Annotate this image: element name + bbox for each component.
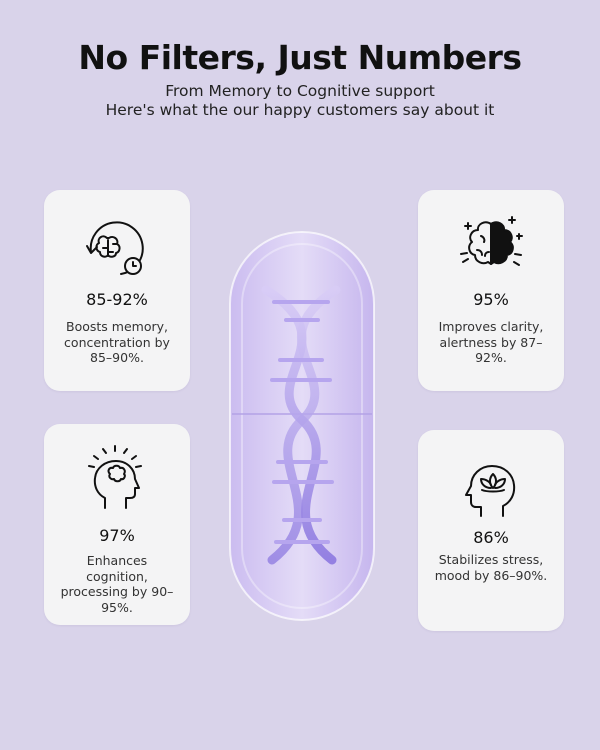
stat-description: Stabilizes stress, mood by 86–90%. [434, 552, 548, 583]
stat-card-cognition: 97% Enhances cognition, processing by 90… [44, 424, 190, 625]
half-brain-sparkle-icon [451, 210, 531, 290]
page-subtitle: From Memory to Cognitive support [165, 82, 435, 100]
stat-percent: 85-92% [86, 290, 148, 309]
page-tagline: Here's what the our happy customers say … [105, 101, 495, 119]
stat-card-stress: 86% Stabilizes stress, mood by 86–90%. [418, 430, 564, 631]
stat-percent: 97% [99, 526, 135, 545]
head-lotus-icon [451, 444, 531, 524]
stat-percent: 86% [473, 528, 509, 547]
stat-percent: 95% [473, 290, 509, 309]
stat-description: Enhances cognition, processing by 90–95%… [60, 553, 174, 615]
stat-description: Improves clarity, alertness by 87–92%. [438, 319, 544, 365]
brain-clock-icon [77, 208, 157, 288]
stat-card-memory: 85-92% Boosts memory, concentration by 8… [44, 190, 190, 391]
stat-description: Boosts memory, concentration by 85–90%. [64, 319, 170, 365]
dna-capsule-icon [228, 230, 376, 622]
stat-card-clarity: 95% Improves clarity, alertness by 87–92… [418, 190, 564, 391]
head-brain-rays-icon [77, 438, 157, 518]
page-title: No Filters, Just Numbers [78, 38, 522, 77]
